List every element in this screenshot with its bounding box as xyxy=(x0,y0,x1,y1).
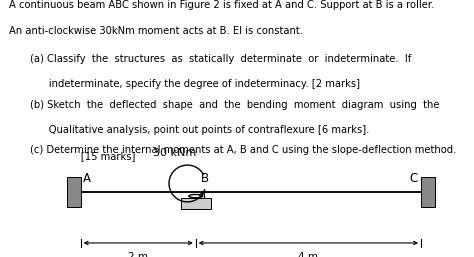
Text: C: C xyxy=(410,172,418,185)
Circle shape xyxy=(189,195,202,198)
Bar xyxy=(81,191,421,194)
Text: 2 m: 2 m xyxy=(128,252,148,257)
Text: A: A xyxy=(83,172,91,185)
Text: 30 kNm: 30 kNm xyxy=(154,148,197,158)
Text: Qualitative analysis, point out points of contraflexure [6 marks].: Qualitative analysis, point out points o… xyxy=(30,125,370,135)
Text: [15 marks]: [15 marks] xyxy=(63,151,136,161)
Bar xyxy=(181,198,210,208)
Text: 4 m: 4 m xyxy=(298,252,319,257)
Text: (c) Determine the internal moments at A, B and C using the slope-deflection meth: (c) Determine the internal moments at A,… xyxy=(30,145,456,155)
Bar xyxy=(421,177,435,207)
Text: An anti-clockwise 30kNm moment acts at B. EI is constant.: An anti-clockwise 30kNm moment acts at B… xyxy=(9,26,303,36)
Text: indeterminate, specify the degree of indeterminacy. [2 marks]: indeterminate, specify the degree of ind… xyxy=(30,79,360,89)
Text: B: B xyxy=(201,172,210,185)
Bar xyxy=(67,177,81,207)
Text: (a) Classify  the  structures  as  statically  determinate  or  indeterminate.  : (a) Classify the structures as staticall… xyxy=(30,54,411,64)
Text: (b) Sketch  the  deflected  shape  and  the  bending  moment  diagram  using  th: (b) Sketch the deflected shape and the b… xyxy=(30,100,440,110)
Text: A continuous beam ABC shown in Figure 2 is fixed at A and C. Support at B is a r: A continuous beam ABC shown in Figure 2 … xyxy=(9,0,435,10)
